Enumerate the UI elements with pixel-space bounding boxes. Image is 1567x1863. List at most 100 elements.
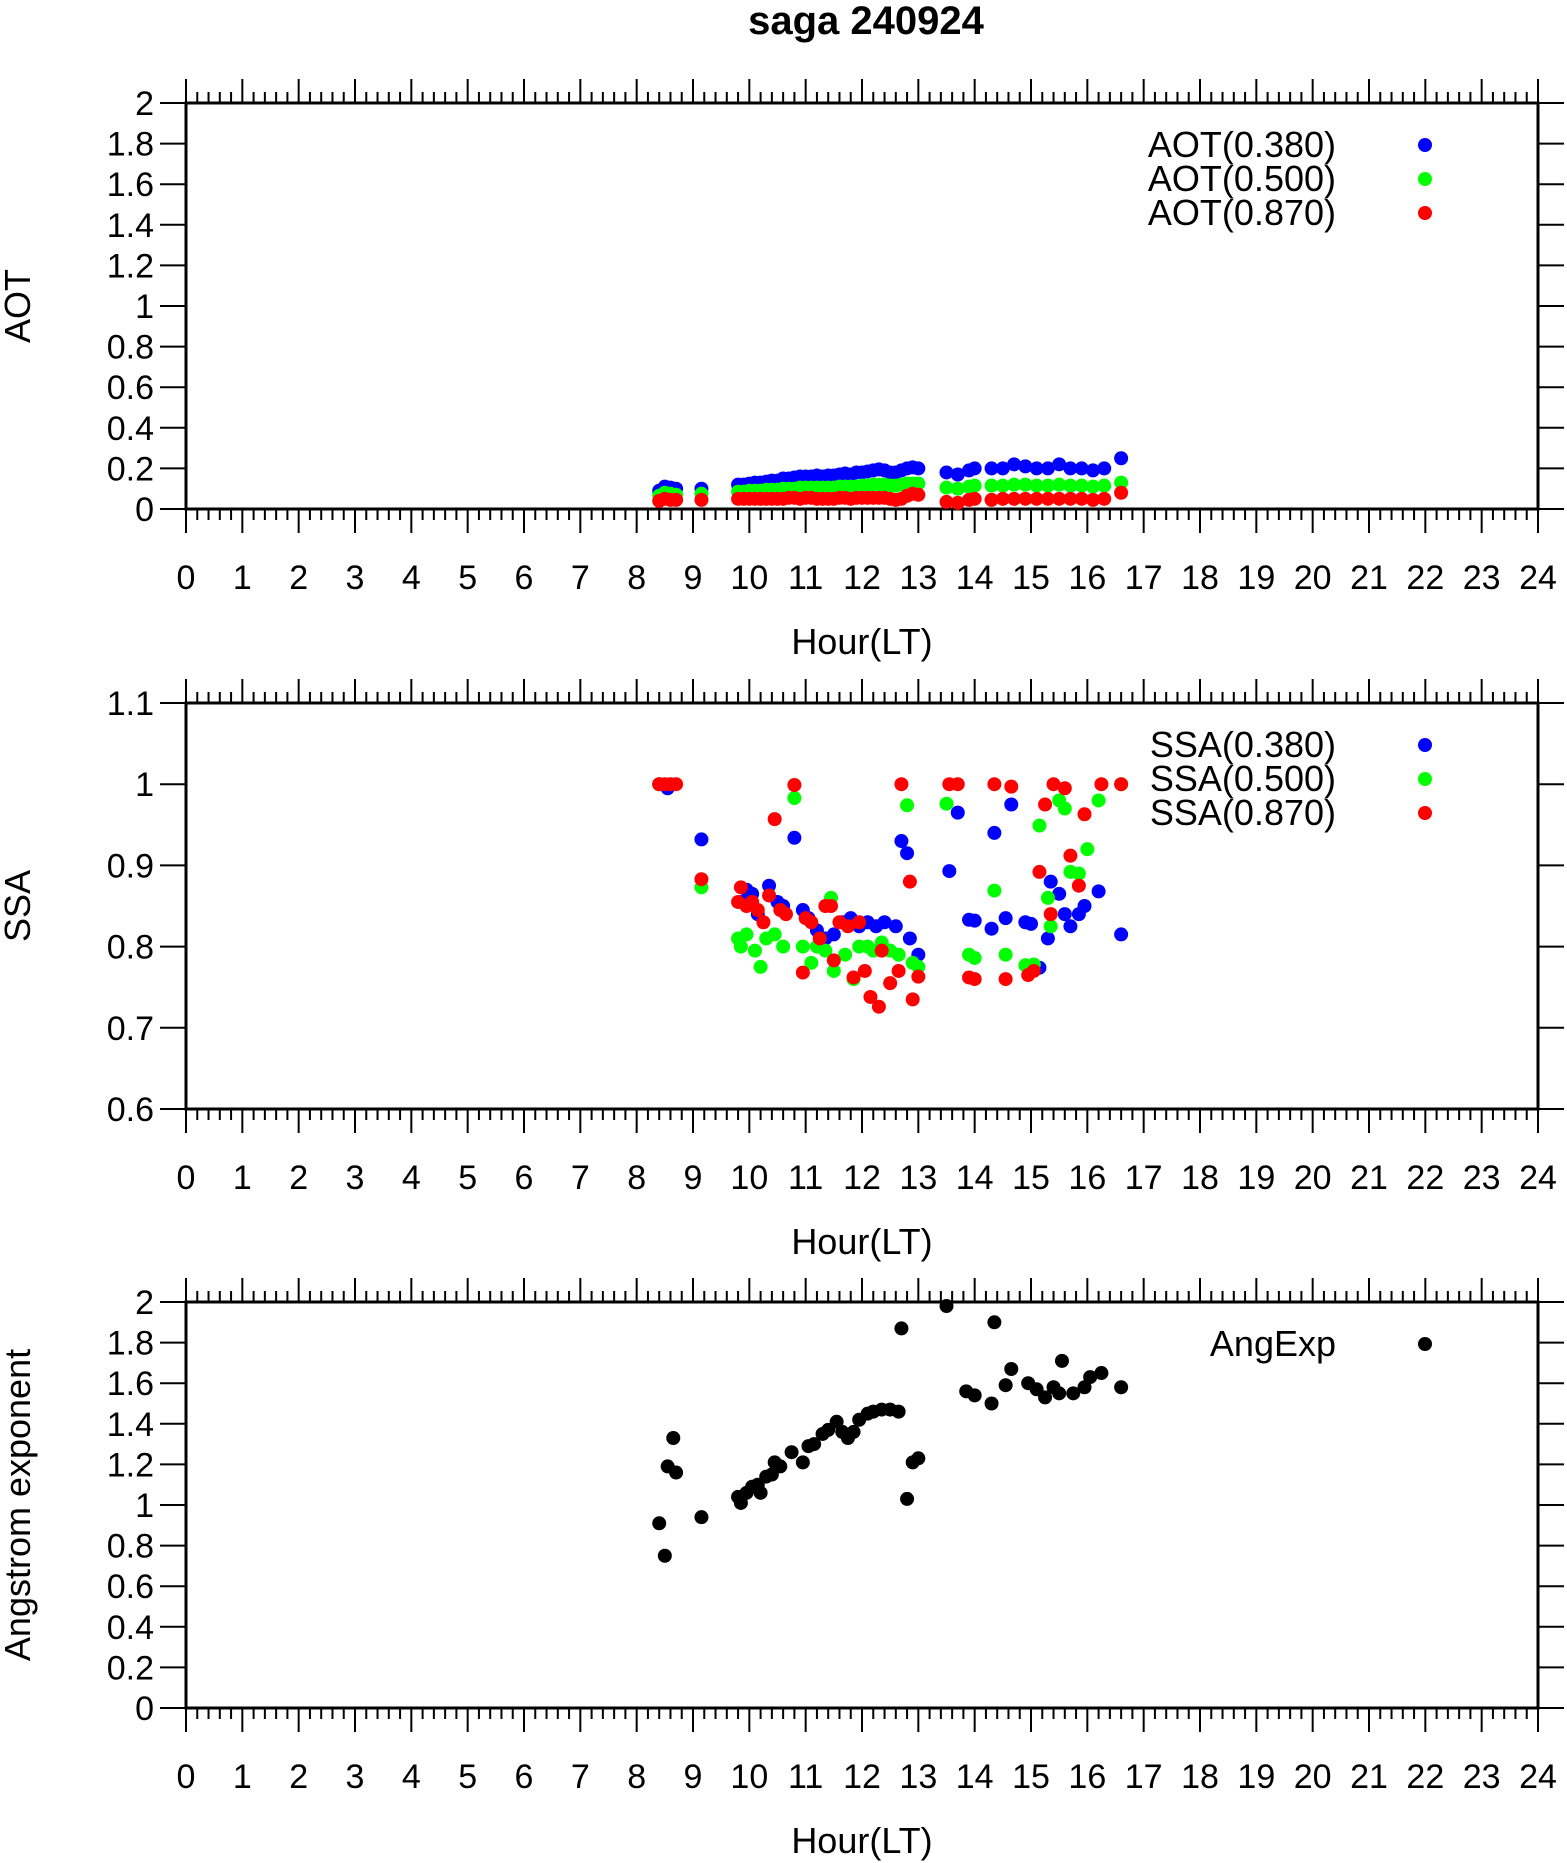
data-point xyxy=(1018,459,1033,474)
y-axis-title: AOT xyxy=(0,269,38,343)
data-point xyxy=(1004,1361,1019,1376)
data-point xyxy=(874,943,889,958)
data-point xyxy=(891,963,906,978)
data-point xyxy=(1032,818,1047,833)
data-point xyxy=(807,1437,822,1452)
x-tick-label: 18 xyxy=(1181,1758,1219,1796)
data-point xyxy=(1063,919,1078,934)
data-point xyxy=(1046,777,1061,792)
data-point xyxy=(1040,491,1055,506)
data-point xyxy=(1071,866,1086,881)
x-tick-label: 10 xyxy=(730,1758,768,1796)
data-point xyxy=(826,953,841,968)
x-tick-label: 9 xyxy=(684,559,703,597)
data-point xyxy=(911,959,926,974)
panel-aot: 0 1 2 3 4 5 6 7 8 9 10 11 12 13 14 15 16 17 18 19 20 21 22 23 24… xyxy=(0,79,1564,662)
data-point xyxy=(894,777,909,792)
data-point xyxy=(1091,884,1106,899)
data-point xyxy=(694,492,709,507)
y-tick-label: 2 xyxy=(135,85,154,123)
data-point xyxy=(995,491,1010,506)
x-tick-label: 8 xyxy=(627,1758,646,1796)
data-point xyxy=(911,969,926,984)
data-point xyxy=(694,832,709,847)
data-point xyxy=(1057,801,1072,816)
data-point xyxy=(1040,890,1055,905)
data-point xyxy=(857,963,872,978)
data-point xyxy=(984,921,999,936)
data-point xyxy=(1004,779,1019,794)
x-tick-label: 23 xyxy=(1463,559,1501,597)
x-tick-label: 22 xyxy=(1406,1758,1444,1796)
x-tick-label: 6 xyxy=(515,1758,534,1796)
legend-label: SSA(0.870) xyxy=(1150,792,1336,833)
data-point xyxy=(900,846,915,861)
data-point xyxy=(1074,491,1089,506)
y-tick-label: 1.2 xyxy=(107,1446,154,1484)
data-point xyxy=(804,915,819,930)
legend-marker xyxy=(1418,1337,1432,1351)
data-point xyxy=(1018,477,1033,492)
data-point xyxy=(939,1299,954,1314)
y-tick-label: 0.4 xyxy=(107,1609,154,1647)
x-tick-label: 16 xyxy=(1068,559,1106,597)
x-tick-label: 7 xyxy=(571,1758,590,1796)
legend-label: SSA(0.380) xyxy=(1150,724,1336,765)
data-point xyxy=(753,959,768,974)
y-tick-label: 0.6 xyxy=(107,369,154,407)
data-point xyxy=(1024,916,1038,931)
data-point xyxy=(888,919,903,934)
data-point xyxy=(1038,797,1053,812)
x-tick-label: 13 xyxy=(899,1758,937,1796)
data-point xyxy=(1085,463,1100,478)
data-point xyxy=(1094,1366,1109,1381)
y-tick-label: 2 xyxy=(135,1284,154,1322)
x-tick-label: 16 xyxy=(1068,1159,1106,1197)
data-point xyxy=(795,965,810,980)
x-tick-label: 21 xyxy=(1350,559,1388,597)
y-tick-label: 1.4 xyxy=(107,207,154,245)
y-tick-label: 0.6 xyxy=(107,1091,154,1129)
data-point xyxy=(995,478,1010,493)
data-point xyxy=(657,1548,672,1563)
data-point xyxy=(733,880,748,895)
data-point xyxy=(1054,1353,1069,1368)
data-point xyxy=(694,1510,709,1525)
data-point xyxy=(891,947,906,962)
data-point xyxy=(1085,492,1100,507)
data-point xyxy=(1114,451,1129,466)
y-tick-label: 1 xyxy=(135,288,154,326)
x-tick-label: 14 xyxy=(956,559,994,597)
data-point xyxy=(984,492,999,507)
data-point xyxy=(939,796,954,811)
data-point xyxy=(863,989,878,1004)
data-point xyxy=(987,825,1002,840)
x-tick-label: 24 xyxy=(1519,1758,1557,1796)
data-point xyxy=(967,950,982,965)
series-SSA(0.870) xyxy=(652,777,1129,1014)
data-point xyxy=(967,1388,982,1403)
y-tick-label: 1.6 xyxy=(107,1365,154,1403)
data-point xyxy=(894,1321,909,1336)
x-tick-label: 20 xyxy=(1294,1758,1332,1796)
y-tick-label: 0 xyxy=(135,1690,154,1728)
x-tick-label: 19 xyxy=(1237,1758,1275,1796)
data-point xyxy=(894,834,909,849)
data-point xyxy=(750,903,765,918)
data-point xyxy=(939,465,954,480)
data-point xyxy=(950,467,965,482)
data-point xyxy=(987,1315,1002,1330)
x-tick-label: 22 xyxy=(1406,559,1444,597)
x-tick-label: 8 xyxy=(627,559,646,597)
x-tick-label: 1 xyxy=(233,1159,252,1197)
data-point xyxy=(1074,478,1089,493)
data-point xyxy=(1040,931,1055,946)
y-tick-label: 1.8 xyxy=(107,126,154,164)
data-point xyxy=(911,487,926,502)
data-point xyxy=(967,972,982,987)
data-point xyxy=(1029,461,1044,476)
data-point xyxy=(840,919,855,934)
data-point xyxy=(1057,907,1072,922)
x-tick-label: 23 xyxy=(1463,1159,1501,1197)
x-tick-label: 17 xyxy=(1125,1758,1163,1796)
